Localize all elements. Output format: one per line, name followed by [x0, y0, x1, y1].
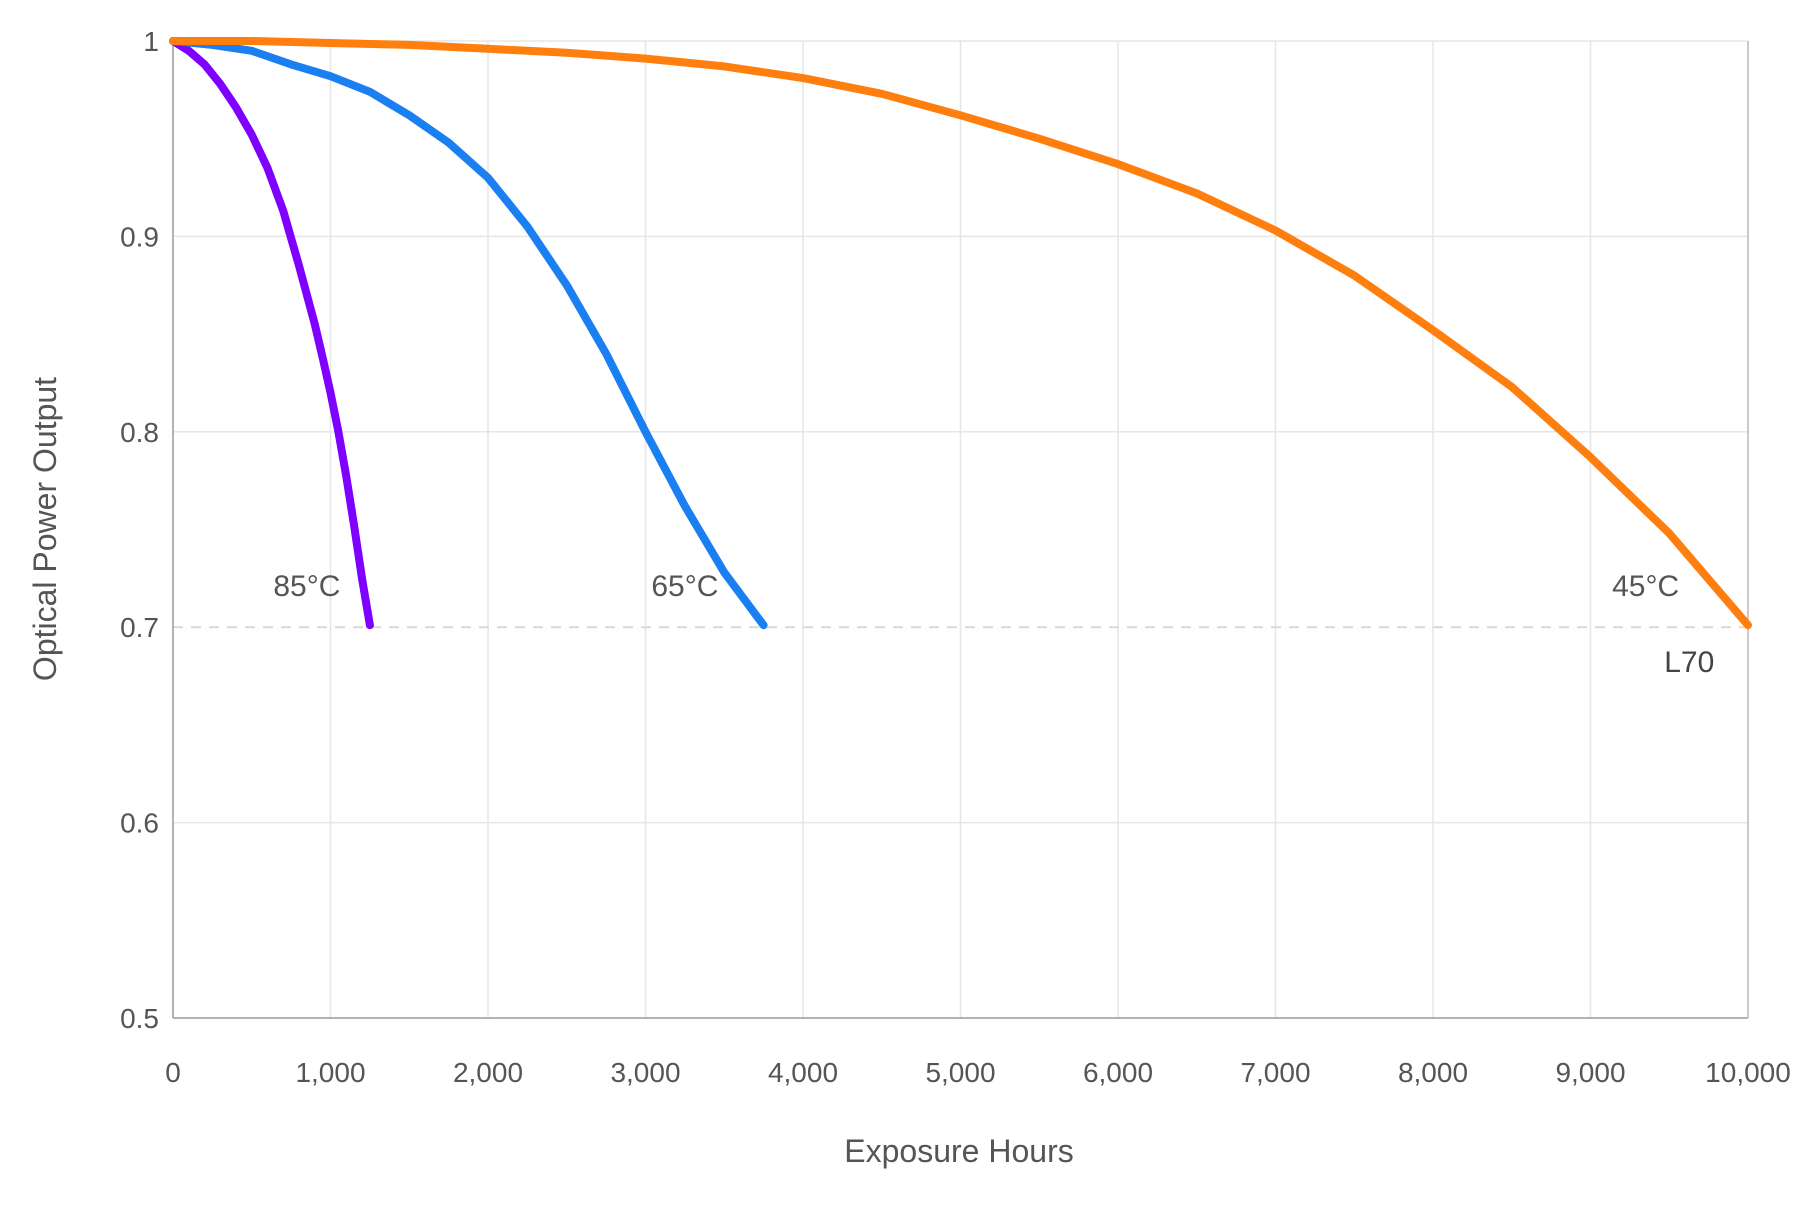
- series-line-85cc: [169, 37, 374, 630]
- axes-layer: 0 1,000 2,000 3,000 4,000 5,000 6,000 7,000 8,00…: [120, 26, 1791, 1088]
- x-tick-label: 8,000: [1398, 1057, 1468, 1088]
- series-label-45cc: 45°C: [1612, 570, 1679, 603]
- series-label-65cc: 65°C: [651, 570, 718, 603]
- x-tick-label: 10,000: [1705, 1057, 1791, 1088]
- y-tick-label: 0.6: [120, 808, 159, 839]
- x-tick-label: 4,000: [768, 1057, 838, 1088]
- y-tick-label: 0.9: [120, 221, 159, 252]
- series-label-85cc: 85°C: [273, 570, 340, 603]
- x-tick-label: 2,000: [453, 1057, 523, 1088]
- x-tick-label: 1,000: [295, 1057, 365, 1088]
- reference-layer: L70: [173, 626, 1748, 679]
- grid-layer: [173, 40, 1749, 1018]
- x-tick-label: 5,000: [925, 1057, 995, 1088]
- y-tick-label: 0.8: [120, 417, 159, 448]
- x-tick-label: 6,000: [1083, 1057, 1153, 1088]
- labels-layer: 85°C 65°C 45°C: [273, 570, 1679, 603]
- x-tick-label: 0: [165, 1057, 181, 1088]
- x-tick-label: 9,000: [1555, 1057, 1625, 1088]
- series-layer: [169, 37, 1752, 630]
- series-line-65cc: [169, 37, 768, 630]
- y-axis-title: Optical Power Output: [27, 377, 63, 681]
- series-line-45cc: [169, 37, 1752, 630]
- y-tick-label: 0.7: [120, 612, 159, 643]
- l70-label: L70: [1664, 646, 1714, 679]
- x-axis-title: Exposure Hours: [844, 1133, 1073, 1169]
- y-tick-label: 0.5: [120, 1003, 159, 1034]
- x-tick-label: 7,000: [1240, 1057, 1310, 1088]
- y-tick-label: 1: [143, 26, 159, 57]
- x-tick-label: 3,000: [610, 1057, 680, 1088]
